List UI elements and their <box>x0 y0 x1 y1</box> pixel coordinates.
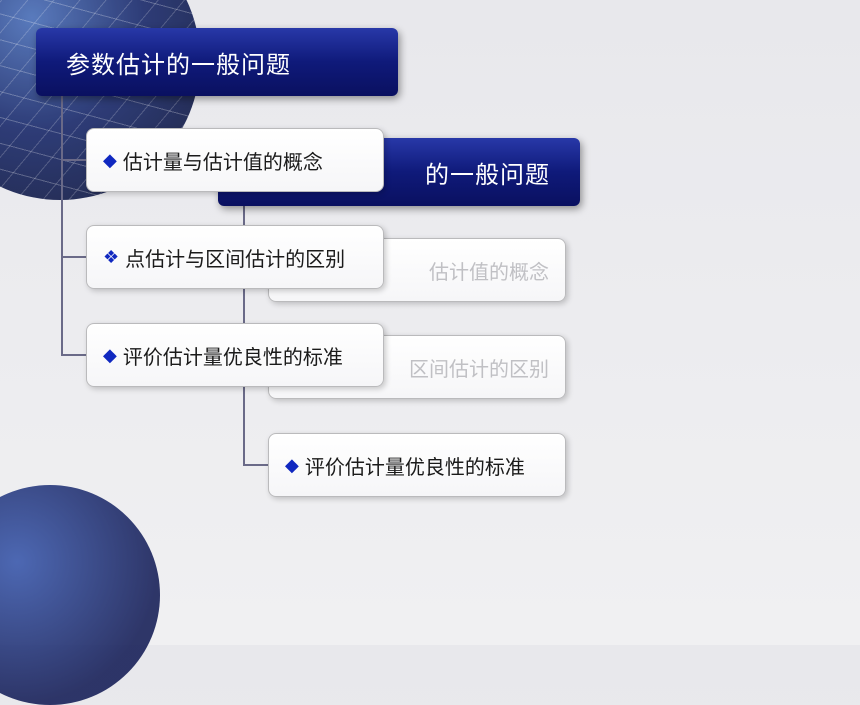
front-child-2: ❖ 点估计与区间估计的区别 <box>86 225 384 289</box>
diamond-bullet-icon: ◆ <box>103 345 117 366</box>
front-child-3-text: 评价估计量优良性的标准 <box>123 341 343 370</box>
diamond-bullet-icon: ◆ <box>103 150 117 171</box>
front-title-text: 参数估计的一般问题 <box>66 45 291 80</box>
front-child-3: ◆ 评价估计量优良性的标准 <box>86 323 384 387</box>
front-child-1: ◆ 估计量与估计值的概念 <box>86 128 384 192</box>
front-child-2-text: 点估计与区间估计的区别 <box>125 243 345 272</box>
fourpoint-bullet-icon: ❖ <box>103 247 119 268</box>
front-title: 参数估计的一般问题 <box>36 28 398 96</box>
front-child-1-text: 估计量与估计值的概念 <box>123 146 323 175</box>
